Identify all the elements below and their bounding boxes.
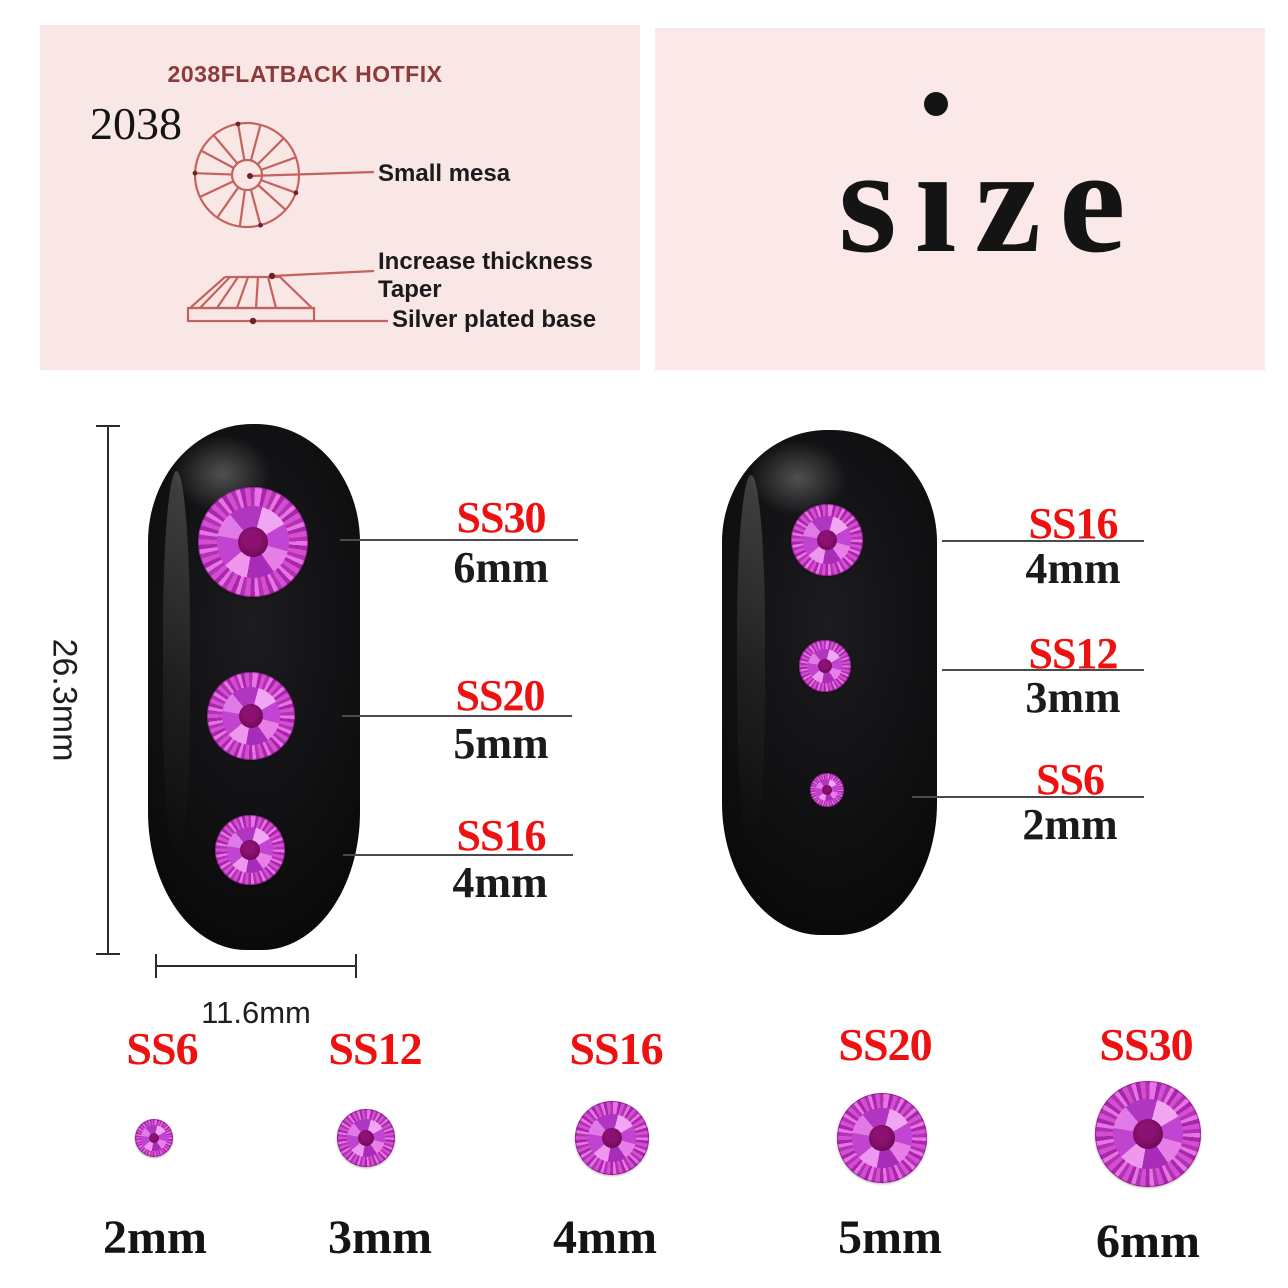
row-label-6mm: 6mm [1096,1215,1200,1268]
rhinestone-ss6 [810,773,844,807]
rhinestone-ss6 [135,1119,173,1157]
callout-silver-plated-base: Silver plated base [392,306,597,333]
stone-center [822,785,832,795]
row-label-ss16: SS16 [569,1023,663,1074]
stone-center [238,703,264,729]
stone-center [601,1127,623,1149]
leader-line [942,540,1144,542]
stone-center [1133,1119,1163,1149]
leader-line [942,669,1144,671]
rhinestone-ss16 [215,815,285,885]
rhinestone-ss16 [575,1101,649,1175]
rhinestone-ss16 [791,504,863,576]
row-label-3mm: 3mm [328,1211,432,1264]
stone-center [357,1129,375,1147]
label-6mm: 6mm [453,543,549,592]
leader-line [340,539,578,541]
stone-center [817,658,833,674]
label-3mm: 3mm [1025,673,1121,722]
rhinestone-ss20 [207,672,295,760]
stone-center [237,526,269,558]
rhinestone-ss20 [837,1093,927,1183]
stone-center [240,840,260,860]
dimension-cap [355,954,357,978]
row-label-5mm: 5mm [838,1211,942,1264]
size-title-panel: sıze [655,28,1265,370]
label-ss16: SS16 [456,811,547,860]
rhinestone-ss30 [198,487,308,597]
dimension-cap [96,425,120,427]
rhinestone-ss12 [799,640,851,692]
callout-taper: Taper [378,276,442,303]
rhinestone-ss12 [337,1109,395,1167]
leader-line [912,796,1144,798]
height-dimension-line [107,426,109,954]
height-dimension-label: 26.3mm [45,638,84,762]
model-number: 2038 [90,98,182,149]
label-ss30: SS30 [456,493,547,542]
row-label-ss6: SS6 [126,1023,198,1074]
label-ss6: SS6 [1036,755,1105,804]
row-label-ss12: SS12 [328,1023,422,1074]
spec-title: 2038FLATBACK HOTFIX [167,61,443,87]
callout-small-mesa: Small mesa [378,160,511,187]
stone-center [816,529,838,551]
size-heading-i: ı [914,118,975,284]
rhinestone-ss30 [1095,1081,1201,1187]
label-2mm: 2mm [1022,800,1118,849]
stone-center [869,1125,895,1151]
leader-line [342,715,572,717]
dimension-cap [155,954,157,978]
label-4mm: 4mm [1025,544,1121,593]
stone-center [148,1132,160,1144]
width-dimension-label: 11.6mm [201,995,311,1030]
rhinestone-technical-diagram [186,121,388,325]
size-heading-ze: ze [974,118,1144,284]
spec-panel: 2038FLATBACK HOTFIX 2038 Small mesa Incr… [40,25,640,370]
dimension-cap [96,953,120,955]
i-dot-icon [924,92,948,116]
leader-line [343,854,573,856]
row-label-ss30: SS30 [1099,1019,1193,1070]
row-label-2mm: 2mm [103,1211,207,1264]
label-ss20: SS20 [455,671,546,720]
size-heading-s: s [838,118,915,284]
row-label-ss20: SS20 [838,1019,932,1070]
row-label-4mm: 4mm [553,1211,657,1264]
label-4mm: 4mm [452,858,548,907]
width-dimension-line [156,965,357,967]
label-ss12: SS12 [1028,629,1119,678]
callout-increase-thickness: Increase thickness [378,248,593,275]
label-5mm: 5mm [453,719,549,768]
size-heading: sıze [838,126,1143,276]
label-ss16: SS16 [1028,499,1119,548]
